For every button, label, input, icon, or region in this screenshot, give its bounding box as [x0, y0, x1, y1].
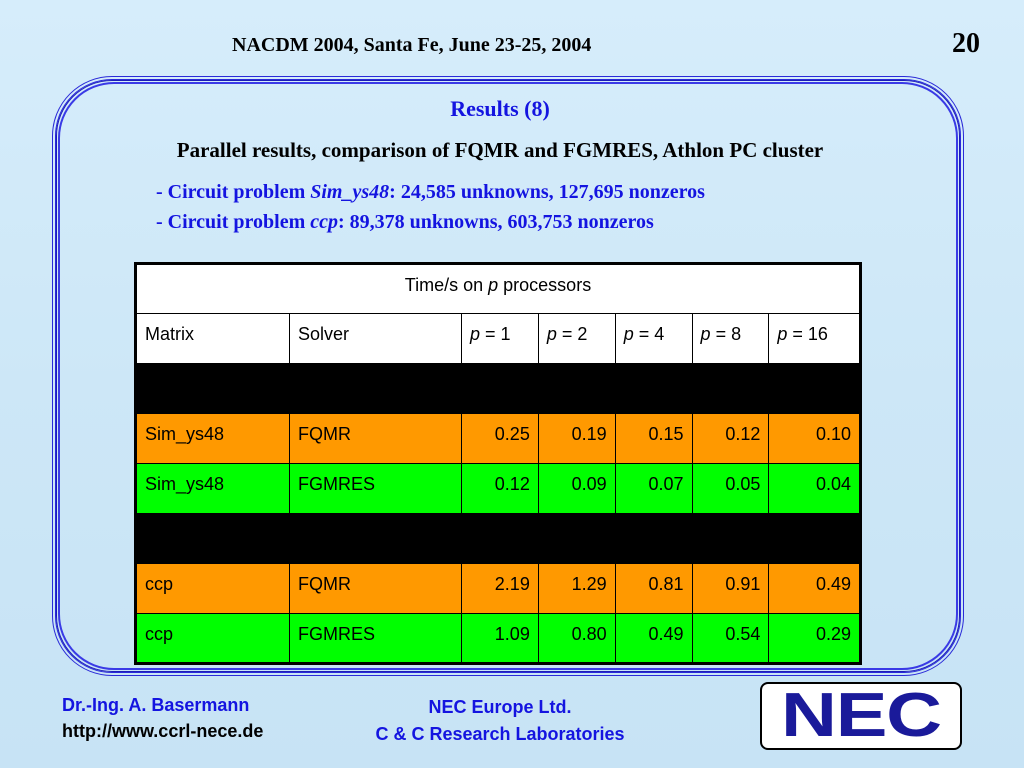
cell-matrix: ccp	[135, 563, 290, 614]
slide-title: Results (8)	[450, 96, 550, 121]
bullet-matrix-name: Sim_ys48	[310, 181, 390, 203]
table-row: Sim_ys48 FGMRES 0.12 0.09 0.07 0.05 0.04	[135, 463, 861, 514]
cell-matrix: Sim_ys48	[135, 463, 290, 514]
cell-solver: FGMRES	[289, 463, 462, 514]
p-value: = 8	[715, 324, 742, 344]
author-name: Dr.-Ing. A. Basermann	[62, 695, 250, 715]
bullet-suffix: : 89,378 unknowns, 603,753 nonzeros	[338, 211, 654, 233]
header-p4: p = 4	[614, 313, 693, 364]
table-separator	[135, 513, 861, 564]
footer-company-block: NEC Europe Ltd. C & C Research Laborator…	[330, 694, 670, 748]
cell-time: 0.54	[691, 613, 770, 664]
cell-matrix: ccp	[135, 613, 290, 664]
table-row: Sim_ys48 FQMR 0.25 0.19 0.15 0.12 0.10	[135, 413, 861, 464]
footer-author-block: Dr.-Ing. A. Basermann http://www.ccrl-ne…	[62, 692, 263, 744]
page-number: 20	[952, 28, 980, 59]
table-row: ccp FGMRES 1.09 0.80 0.49 0.54 0.29	[135, 613, 861, 664]
cell-time: 0.04	[768, 463, 861, 514]
table-row: ccp FQMR 2.19 1.29 0.81 0.91 0.49	[135, 563, 861, 614]
table-caption-row: Time/s on p processors	[135, 263, 861, 314]
bullet-prefix: - Circuit problem	[156, 181, 311, 203]
bullet-ccp: - Circuit problem ccp: 89,378 unknowns, …	[156, 211, 654, 234]
header-matrix: Matrix	[135, 313, 290, 364]
p-variable: p	[470, 324, 481, 344]
cell-time: 0.15	[614, 413, 693, 464]
p-value: = 2	[561, 324, 588, 344]
nec-logo-text: NEC	[781, 681, 942, 750]
cell-time: 0.12	[461, 463, 539, 514]
p-value: = 4	[638, 324, 665, 344]
content-frame-inner	[58, 82, 958, 670]
cell-solver: FQMR	[289, 563, 462, 614]
cell-time: 0.49	[614, 613, 693, 664]
cell-time: 0.12	[691, 413, 770, 464]
caption-variable: p	[488, 275, 499, 295]
company-lab: C & C Research Laboratories	[375, 724, 625, 744]
separator-cell	[135, 363, 861, 414]
cell-time: 0.19	[537, 413, 616, 464]
cell-time: 0.25	[461, 413, 539, 464]
cell-matrix: Sim_ys48	[135, 413, 290, 464]
separator-cell	[135, 513, 861, 564]
results-table: Time/s on p processors Matrix Solver p =…	[134, 262, 862, 665]
bullet-suffix: : 24,585 unknowns, 127,695 nonzeros	[389, 181, 705, 203]
p-variable: p	[700, 324, 711, 344]
header-p8: p = 8	[691, 313, 770, 364]
cell-time: 1.29	[537, 563, 616, 614]
p-variable: p	[546, 324, 557, 344]
cell-solver: FQMR	[289, 413, 462, 464]
slide-subtitle: Parallel results, comparison of FQMR and…	[176, 138, 824, 162]
header-p16: p = 16	[768, 313, 861, 364]
author-url-link[interactable]: http://www.ccrl-nece.de	[62, 721, 264, 741]
cell-time: 0.49	[768, 563, 861, 614]
bullet-sim-ys48: - Circuit problem Sim_ys48: 24,585 unkno…	[156, 181, 705, 204]
nec-logo: NEC	[760, 682, 962, 750]
cell-time: 1.09	[461, 613, 539, 664]
table-header-row: Matrix Solver p = 1 p = 2 p = 4 p = 8 p …	[135, 313, 861, 364]
bullet-matrix-name: ccp	[310, 211, 339, 233]
cell-time: 0.10	[768, 413, 861, 464]
header-p2: p = 2	[537, 313, 616, 364]
header-title: NACDM 2004, Santa Fe, June 23-25, 2004	[232, 34, 592, 56]
cell-time: 0.81	[614, 563, 693, 614]
p-variable: p	[777, 324, 788, 344]
header-solver: Solver	[289, 313, 462, 364]
table-separator	[135, 363, 861, 414]
company-name: NEC Europe Ltd.	[428, 697, 572, 717]
cell-time: 0.09	[537, 463, 616, 514]
caption-suffix: processors	[498, 275, 592, 295]
cell-time: 0.05	[691, 463, 770, 514]
p-value: = 1	[485, 324, 511, 344]
p-variable: p	[623, 324, 634, 344]
caption-prefix: Time/s on	[404, 275, 489, 295]
cell-time: 0.29	[768, 613, 861, 664]
bullet-prefix: - Circuit problem	[156, 211, 311, 233]
header-p1: p = 1	[461, 313, 539, 364]
content-frame	[52, 76, 964, 676]
cell-time: 0.80	[537, 613, 616, 664]
cell-time: 0.07	[614, 463, 693, 514]
cell-solver: FGMRES	[289, 613, 462, 664]
cell-time: 2.19	[461, 563, 539, 614]
table-caption: Time/s on p processors	[135, 263, 861, 314]
p-value: = 16	[792, 324, 828, 344]
cell-time: 0.91	[691, 563, 770, 614]
